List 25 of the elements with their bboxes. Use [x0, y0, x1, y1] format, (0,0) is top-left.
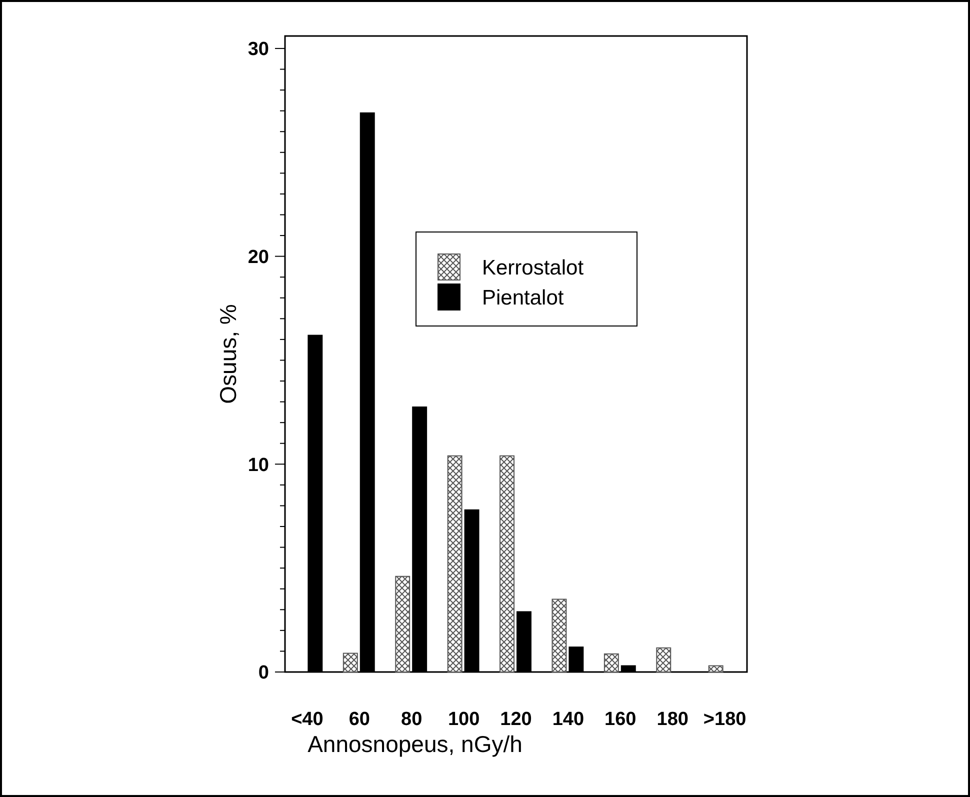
x-tick-label: 120: [500, 709, 532, 730]
bar: [552, 598, 567, 672]
y-tick-label: 0: [258, 662, 269, 684]
bar: [656, 647, 672, 672]
y-tick-label: 20: [248, 246, 269, 268]
x-tick-label: 140: [552, 709, 584, 730]
bar: [395, 576, 410, 672]
x-tick-label: 160: [604, 709, 636, 730]
y-tick-label: 10: [248, 454, 269, 476]
bar: [500, 455, 514, 672]
x-tick-label: 180: [656, 709, 688, 730]
x-tick-label: 60: [348, 709, 370, 730]
bar: [447, 455, 462, 672]
y-tick-label: 30: [248, 39, 269, 60]
legend-label: Pientalot: [482, 286, 564, 310]
x-tick-label: 100: [448, 709, 480, 730]
x-axis-title: Annosnopeus, nGy/h: [308, 731, 522, 757]
legend-label: Kerrostalot: [482, 256, 584, 280]
bar: [342, 652, 358, 672]
x-tick-label: >180: [703, 709, 746, 730]
y-axis-title: Osuus, %: [215, 304, 241, 404]
bar: [708, 665, 724, 672]
bar: [604, 653, 619, 672]
x-tick-label: 80: [401, 709, 422, 730]
x-tick-label: <40: [291, 709, 324, 730]
